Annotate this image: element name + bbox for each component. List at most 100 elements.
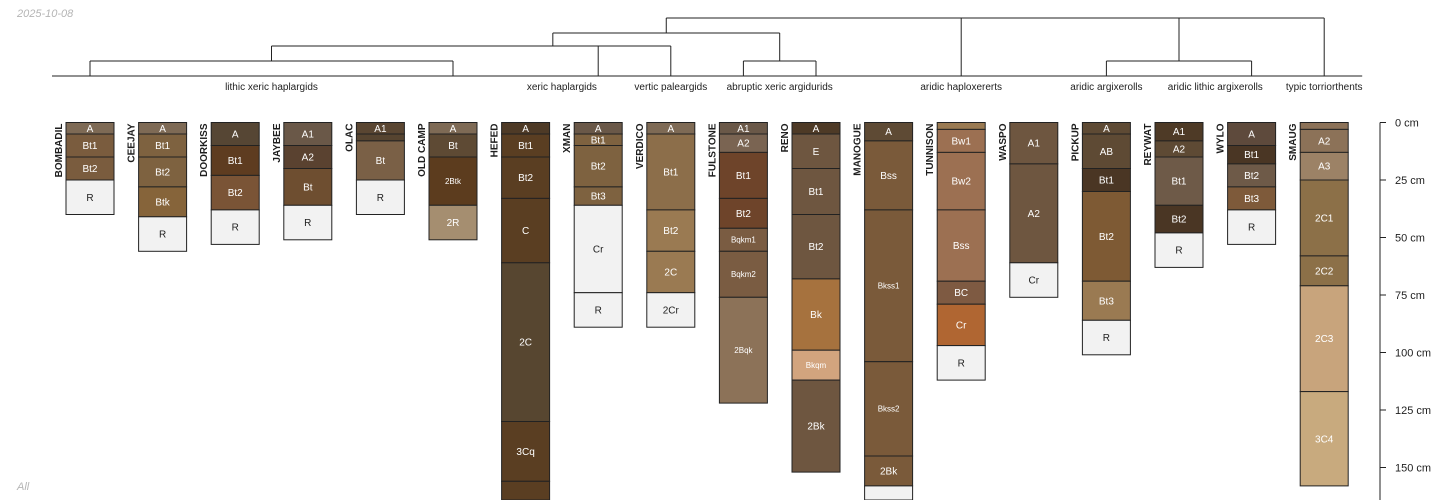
axis-tick-label: 50 cm [1395,233,1425,245]
group-label: lithic xeric haplargids [225,82,318,93]
horizon-label: Bkss2 [878,405,900,414]
horizon-label: Bt [303,182,313,193]
horizon-label: R [595,305,602,316]
horizon-label: A [232,130,239,141]
horizon-block [1154,156,1204,206]
horizon-label: R [1248,223,1255,234]
horizon-label: A [522,124,529,135]
horizon-label: Bt [376,156,386,167]
horizon-block [501,421,551,482]
horizon-block [646,292,696,328]
horizon-label: A2 [1318,136,1331,147]
horizon-label: R [1175,246,1182,257]
axis-tick-label: 150 cm [1395,463,1431,475]
horizon-block [1009,262,1059,298]
soil-profile: A AB Bt1 Bt2 Bt3 R PICKUP [1070,122,1131,356]
horizon-block [573,292,623,328]
horizon-block [718,151,768,199]
horizon-label: Bt2 [1099,232,1114,243]
soil-profile: A1 A2 Bt1 Bt2 Bqkm1 Bqkm2 2Bqk FULSTONE [707,122,768,404]
horizon-block [1154,232,1204,268]
horizon-label: Bqkm1 [731,236,756,245]
horizon-label: A2 [302,153,315,164]
horizon-block [355,133,405,142]
horizon-block [791,133,841,169]
horizon-label: A1 [374,124,387,135]
horizon-label: Bt2 [228,188,243,199]
horizon-label: 2R [447,218,460,229]
horizon-label: R [1103,333,1110,344]
horizon-label: AB [1100,147,1114,158]
horizon-label: Bt2 [808,242,823,253]
horizon-label: Bt2 [736,209,751,220]
horizon-label: R [86,193,93,204]
horizon-label: A1 [1028,139,1041,150]
profile-name: DOORKISS [199,123,210,177]
horizon-label: Bt1 [1244,150,1259,161]
horizon-block [936,345,986,381]
profile-name: CEEJAY [127,123,138,162]
horizon-label: A1 [302,130,315,141]
horizon-block [355,179,405,215]
horizon-label: Btk [155,197,170,208]
horizon-block [210,174,260,211]
horizon-block [428,156,478,206]
group-label: abruptic xeric argidurids [727,82,833,93]
group-label: xeric haplargids [527,82,597,93]
horizon-block [1081,319,1131,356]
subset-label: All [17,481,30,493]
soil-profile: Bw1 Bw2 Bss BC Cr R TUNNISON [925,122,986,381]
horizon-label: Bt3 [1244,194,1259,205]
horizon-block [1081,133,1131,169]
horizon-label: 2C3 [1315,334,1334,345]
horizon-label: Bt1 [591,135,606,146]
horizon-label: Bt3 [591,192,606,203]
horizon-label: R [377,193,384,204]
horizon-block [501,480,551,500]
horizon-block [283,204,333,241]
profile-name: OLAC [344,124,355,152]
horizon-label: Bw1 [951,136,971,147]
horizon-label: Bt2 [591,162,606,173]
horizon-block [210,209,260,245]
group-labels: lithic xeric haplargids xeric haplargids v… [52,75,1363,93]
soil-profile: A Bt1 Bt2 C 2C 3Cq HEFED [490,122,551,500]
profile-name: RENO [780,123,791,152]
horizon-label: Bt2 [663,226,678,237]
group-label: typic torriorthents [1286,82,1363,93]
horizon-block [936,303,986,347]
horizon-block [1081,191,1131,282]
horizon-block [65,179,115,215]
horizon-block [1009,163,1059,264]
horizon-block [1299,255,1349,287]
horizon-label: R [159,230,166,241]
horizon-block [210,145,260,176]
horizon-block [718,250,768,298]
horizon-label: 2C2 [1315,266,1334,277]
profile-name: WYLO [1216,123,1227,153]
soil-profile: A Bt1 Bt2 Btk R CEEJAY [127,122,188,252]
horizon-label: Bkss1 [878,282,900,291]
profile-name: FULSTONE [707,123,718,177]
horizon-block [864,209,914,363]
horizon-label: A [159,124,166,135]
horizon-label: Bt1 [663,167,678,178]
horizon-block [646,250,696,294]
profile-name: JAYBEE [272,123,283,162]
horizon-label: Bk [810,310,823,321]
axis-tick-label: 100 cm [1395,348,1431,360]
horizon-label: A2 [1173,144,1186,155]
profile-name: BOMBADIL [54,124,65,178]
horizon-label: 2C1 [1315,213,1334,224]
horizon-label: Bt1 [155,141,170,152]
horizon-label: E [813,147,820,158]
horizon-block [1299,122,1349,130]
horizon-label: Bt1 [228,156,243,167]
profile-name: SMAUG [1288,123,1299,160]
horizon-label: Bt1 [808,187,823,198]
horizon-label: Bt1 [82,141,97,152]
horizon-label: Bw2 [951,177,971,188]
horizon-label: Bt1 [518,141,533,152]
